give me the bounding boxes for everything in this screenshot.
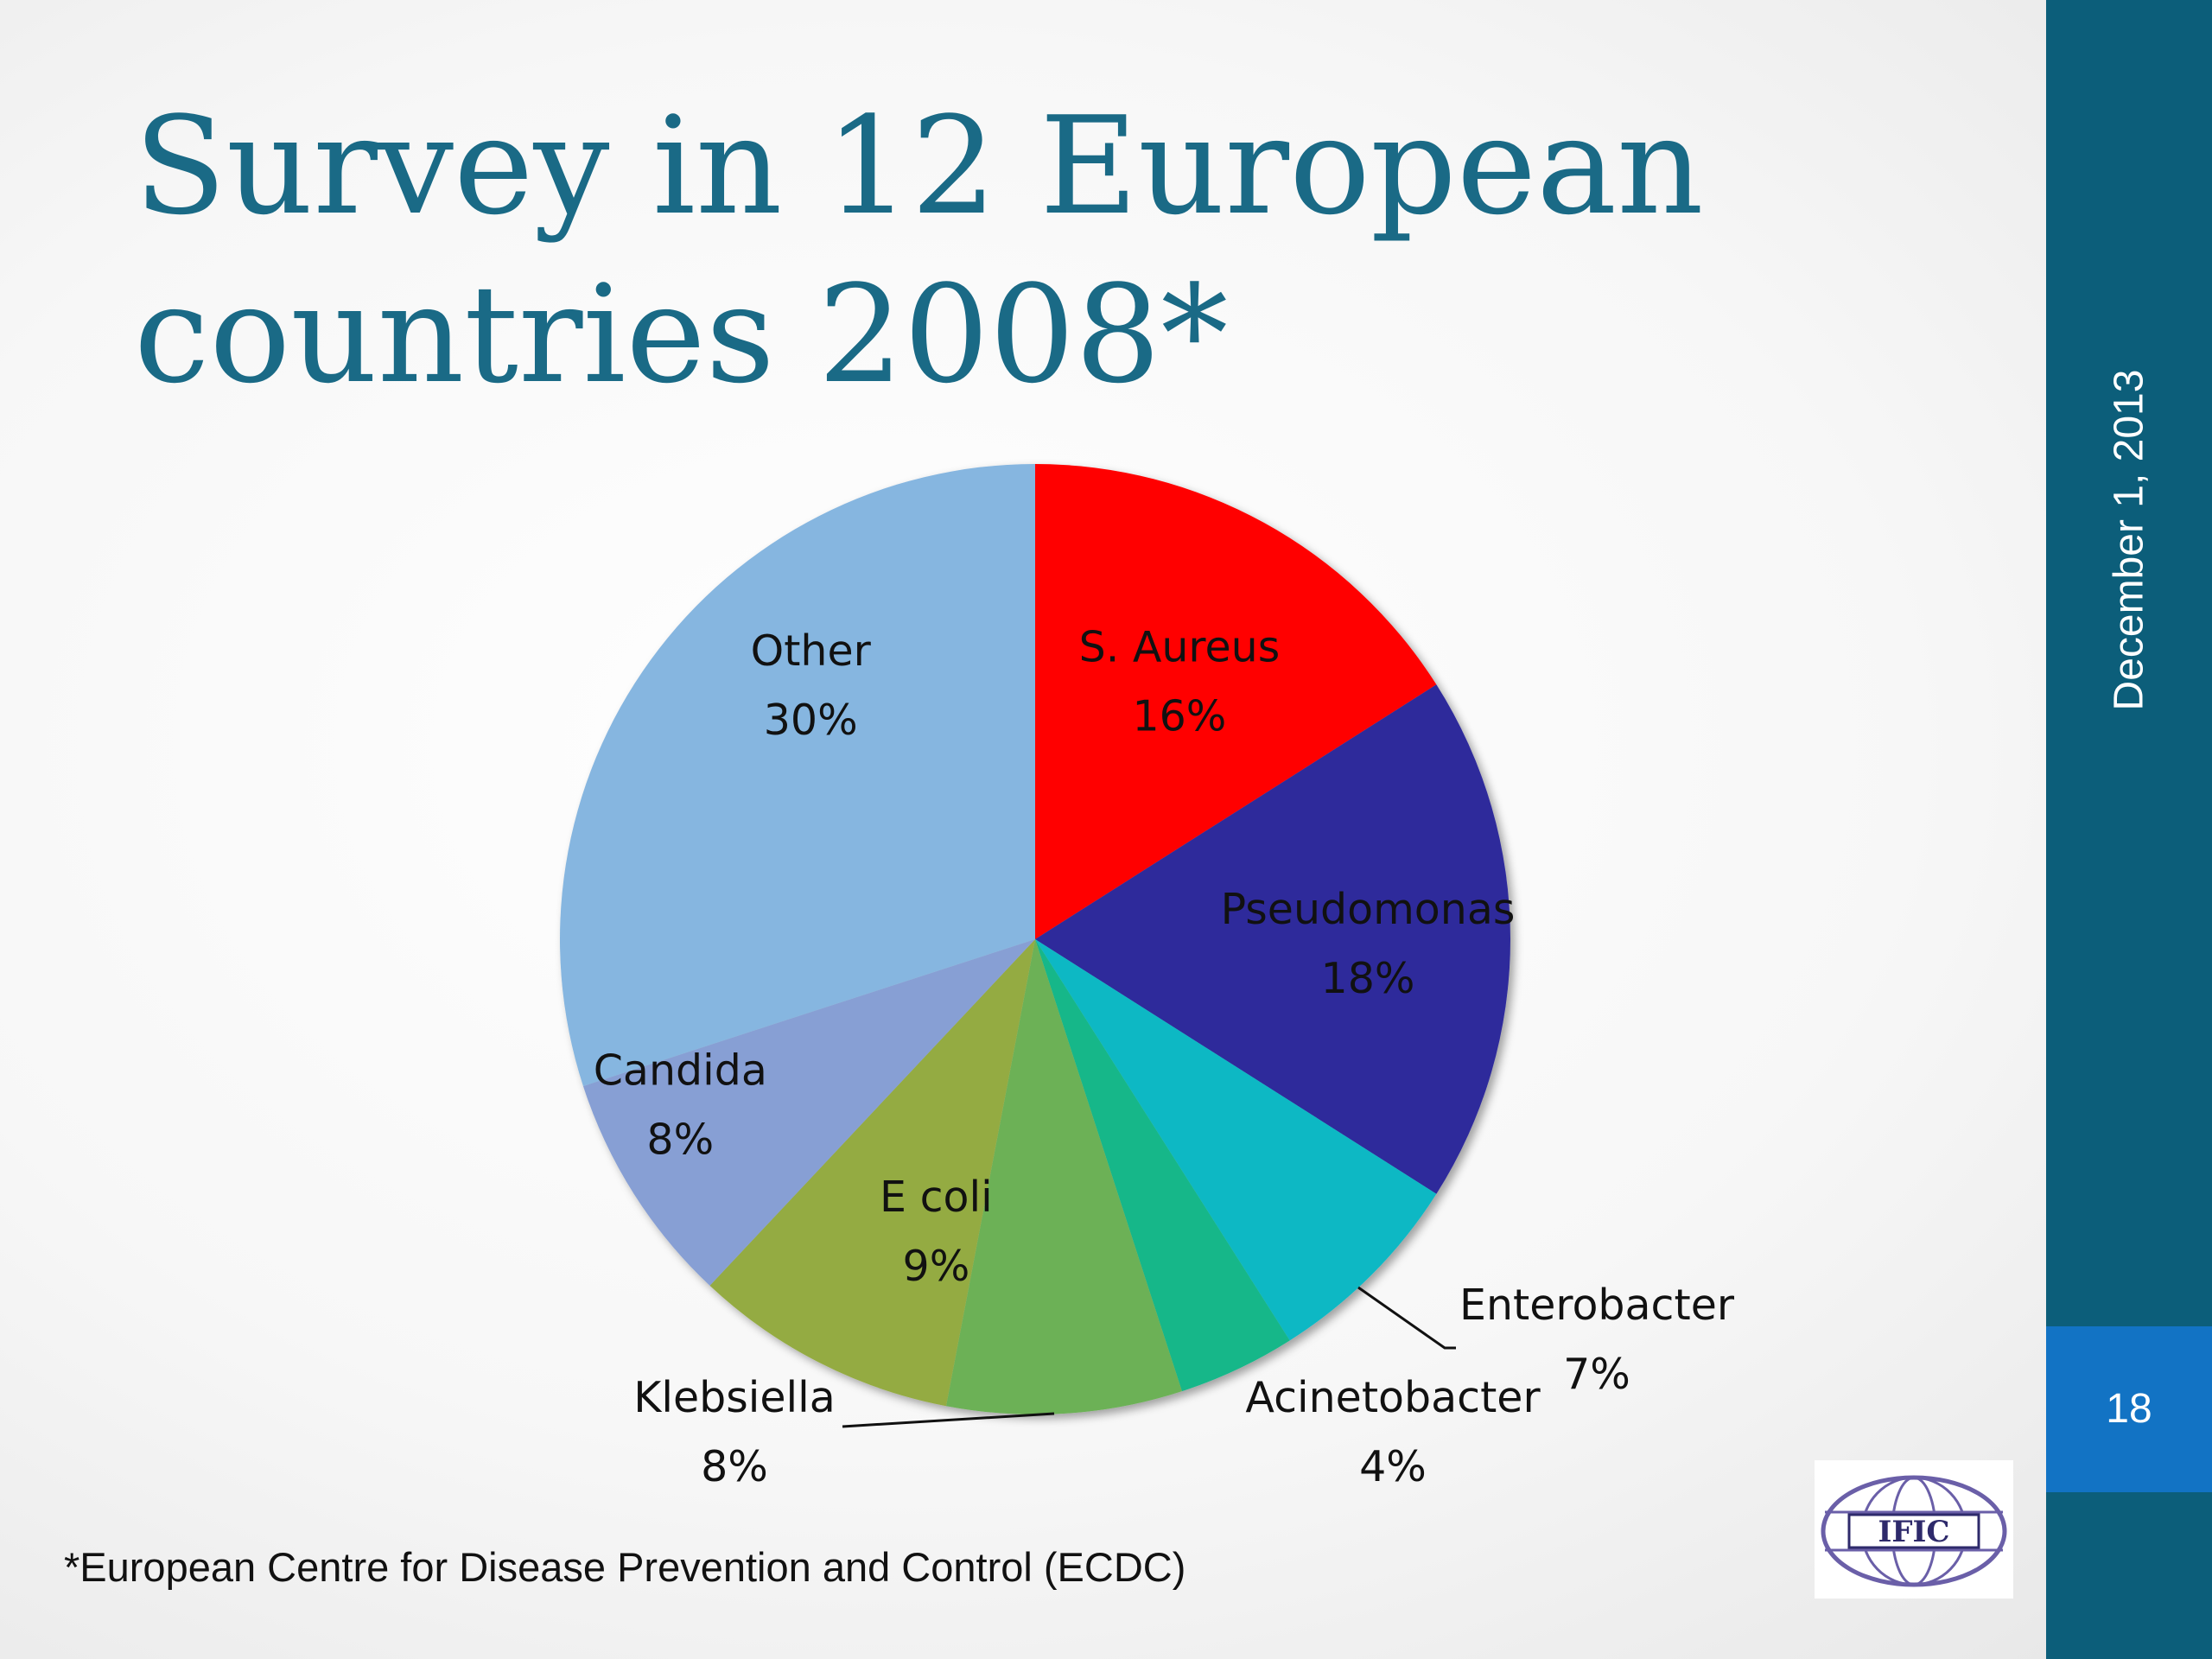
slice-label-value: 8% xyxy=(646,1115,714,1164)
pie-slice-other xyxy=(560,464,1035,1086)
slice-label: Candida 8% xyxy=(594,1046,767,1164)
slice-label: Pseudomonas 18% xyxy=(1221,885,1516,1003)
footnote: *European Centre for Disease Prevention … xyxy=(64,1544,1186,1590)
pie-slice-pseudomonas xyxy=(1035,684,1510,1194)
slice-label-name: E coli xyxy=(880,1173,993,1222)
leader-line xyxy=(1357,1286,1456,1350)
pie-slice-e-coli xyxy=(709,939,1035,1407)
pie-slice-enterobacter xyxy=(1035,939,1437,1341)
leader-line xyxy=(842,1412,1055,1428)
date-label: December 1, 2013 xyxy=(2106,369,2152,711)
title-line-1: Survey in 12 European xyxy=(134,87,1704,245)
logo-text: IFIC xyxy=(1878,1515,1949,1549)
slice-label: S. Aureus 16% xyxy=(1079,622,1281,741)
page-number-box: 18 xyxy=(2046,1326,2212,1492)
slice-label-name: S. Aureus xyxy=(1079,622,1281,671)
pie-chart: S. Aureus 16% Pseudomonas 18% Enterobacter 7%… xyxy=(560,464,1735,1491)
slice-label-name: Acinetobacter xyxy=(1245,1373,1541,1422)
slice-label: E coli 9% xyxy=(880,1173,993,1291)
slice-label-name: Enterobacter xyxy=(1459,1281,1735,1330)
slice-label-value: 30% xyxy=(764,696,858,745)
slice-label-name: Klebsiella xyxy=(633,1373,836,1422)
slice-label-name: Pseudomonas xyxy=(1221,885,1516,934)
slice-label-name: Candida xyxy=(594,1046,767,1095)
slice-label-value: 9% xyxy=(903,1242,970,1291)
title-line-2: countries 2008* xyxy=(134,256,1229,413)
slice-label-value: 16% xyxy=(1132,691,1226,741)
pie-slice-candida xyxy=(582,939,1035,1286)
leader-lines xyxy=(842,1286,1456,1428)
slice-label-value: 4% xyxy=(1359,1442,1427,1491)
page-number: 18 xyxy=(2106,1386,2152,1432)
slice-label-value: 18% xyxy=(1321,954,1415,1003)
pie-slice-s-aureus xyxy=(1035,464,1437,939)
pie-slice-klebsiella xyxy=(945,939,1182,1415)
slice-label: Klebsiella 8% xyxy=(633,1373,836,1491)
slice-label-value: 8% xyxy=(701,1442,768,1491)
slice-label: Other 30% xyxy=(751,626,872,745)
ific-logo: IFIC xyxy=(1815,1460,2013,1599)
slice-label: Enterobacter 7% xyxy=(1459,1281,1735,1399)
slide-title: Survey in 12 European countries 2008* xyxy=(134,82,1948,419)
slice-label: Acinetobacter 4% xyxy=(1245,1373,1541,1491)
pie-slices xyxy=(560,464,1510,1415)
slice-labels: S. Aureus 16% Pseudomonas 18% Enterobacter 7%… xyxy=(594,622,1735,1491)
slice-label-value: 7% xyxy=(1563,1350,1630,1399)
pie-slice-acinetobacter xyxy=(1035,939,1290,1392)
slice-label-name: Other xyxy=(751,626,872,676)
